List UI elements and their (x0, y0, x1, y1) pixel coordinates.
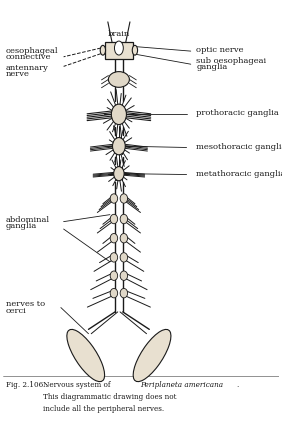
Text: abdominal: abdominal (6, 216, 50, 224)
Ellipse shape (120, 253, 127, 262)
Circle shape (114, 41, 123, 55)
Ellipse shape (120, 271, 127, 280)
Ellipse shape (110, 288, 118, 298)
Text: sub oesophageai: sub oesophageai (196, 57, 266, 65)
Ellipse shape (110, 253, 118, 262)
Ellipse shape (120, 288, 127, 298)
Ellipse shape (108, 72, 129, 87)
Text: include all the peripheral nerves.: include all the peripheral nerves. (43, 405, 164, 413)
Text: nerves to: nerves to (6, 300, 45, 308)
Ellipse shape (120, 214, 127, 224)
Text: Fig. 2.106 :: Fig. 2.106 : (6, 381, 48, 389)
Ellipse shape (110, 271, 118, 280)
Text: metathoracic ganglia: metathoracic ganglia (196, 170, 282, 178)
Text: Periplaneta americana: Periplaneta americana (140, 381, 224, 389)
Ellipse shape (133, 329, 171, 382)
Ellipse shape (100, 45, 105, 55)
Text: prothoracic ganglia: prothoracic ganglia (196, 109, 279, 117)
Bar (105, 42, 133, 59)
Text: nerve: nerve (6, 70, 29, 78)
Text: Nervous system of: Nervous system of (43, 381, 113, 389)
Ellipse shape (132, 45, 138, 55)
Text: oesophageal: oesophageal (6, 47, 58, 55)
Ellipse shape (110, 234, 118, 243)
Ellipse shape (67, 329, 105, 382)
Text: mesothoracic ganglia: mesothoracic ganglia (196, 142, 282, 150)
Text: ganglia: ganglia (6, 222, 37, 230)
Text: This diagrammatic drawing does not: This diagrammatic drawing does not (43, 393, 177, 401)
Text: antennary: antennary (6, 64, 49, 72)
Ellipse shape (114, 166, 124, 181)
Ellipse shape (113, 138, 125, 155)
Ellipse shape (111, 104, 126, 125)
Ellipse shape (110, 194, 118, 203)
Text: cerci: cerci (6, 307, 26, 315)
Text: ganglia: ganglia (196, 63, 228, 71)
Ellipse shape (120, 234, 127, 243)
Text: .: . (236, 381, 239, 389)
Text: optic nerve: optic nerve (196, 46, 244, 54)
Ellipse shape (120, 194, 127, 203)
Text: brain: brain (108, 30, 130, 38)
Ellipse shape (110, 214, 118, 224)
Text: connective: connective (6, 53, 51, 61)
